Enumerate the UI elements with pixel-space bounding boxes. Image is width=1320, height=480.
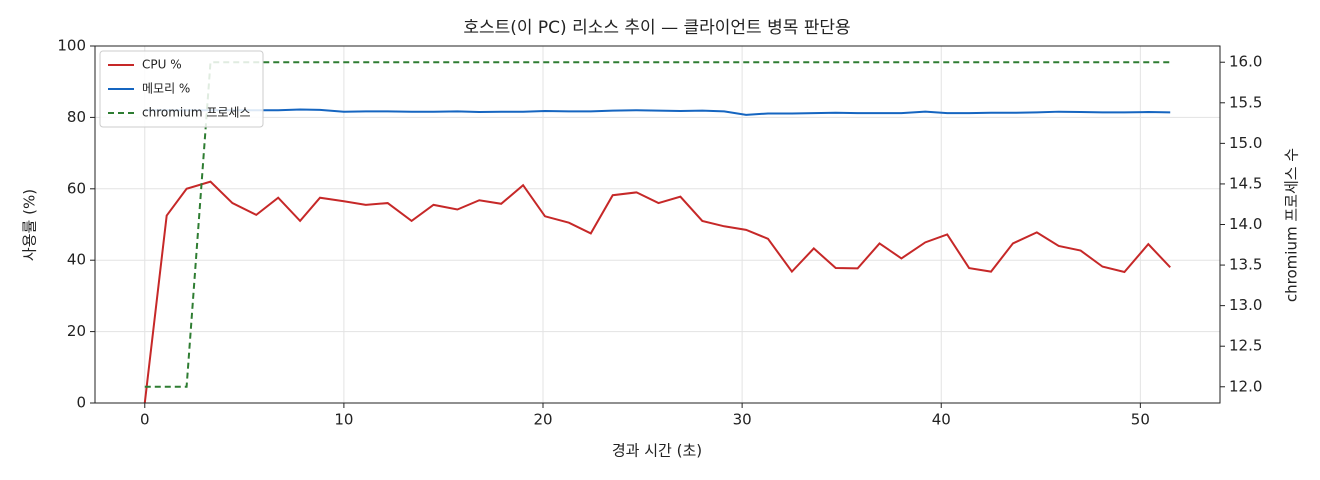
y2-tick-label: 16.0: [1229, 53, 1262, 71]
y-tick-label: 40: [67, 251, 86, 269]
y-tick-label: 20: [67, 322, 86, 340]
y2-tick-label: 13.0: [1229, 296, 1262, 314]
grid: [95, 45, 1220, 404]
y2-tick-label: 15.0: [1229, 134, 1262, 152]
y-tick-label: 100: [57, 37, 86, 55]
y-tick-label: 60: [67, 179, 86, 197]
legend-label: 메모리 %: [142, 82, 190, 96]
data-line: [144, 61, 1171, 388]
y2-tick-label: 14.0: [1229, 215, 1262, 233]
legend-box: [99, 50, 264, 128]
y-axis-label: 사용률 (%): [21, 189, 39, 261]
data-line: [143, 180, 1171, 404]
x-tick-label: 20: [533, 411, 552, 429]
legend-label: chromium 프로세스: [142, 106, 251, 120]
legend-label: CPU %: [142, 58, 182, 72]
y-tick-label: 0: [76, 394, 86, 412]
y2-tick-label: 15.5: [1229, 93, 1262, 111]
data-line: [144, 108, 1171, 116]
plot-frame: [94, 45, 1221, 404]
y2-tick-label: 12.0: [1229, 377, 1262, 395]
x-tick-label: 10: [334, 411, 353, 429]
y-tick-label: 80: [67, 108, 86, 126]
x-axis-label: 경과 시간 (초): [612, 442, 702, 460]
y2-tick-label: 13.5: [1229, 256, 1262, 274]
y2-tick-label: 12.5: [1229, 337, 1262, 355]
x-tick-label: 30: [733, 411, 752, 429]
legend: CPU % 메모리 % chromium 프로세스: [99, 50, 264, 128]
x-tick-label: 40: [932, 411, 951, 429]
x-tick-label: 50: [1131, 411, 1150, 429]
chart-title: 호스트(이 PC) 리소스 추이 — 클라이언트 병목 판단용: [463, 18, 850, 38]
y2-axis-label: chromium 프로세스 수: [1283, 148, 1301, 302]
x-tick-label: 0: [140, 411, 150, 429]
y2-tick-label: 14.5: [1229, 174, 1262, 192]
